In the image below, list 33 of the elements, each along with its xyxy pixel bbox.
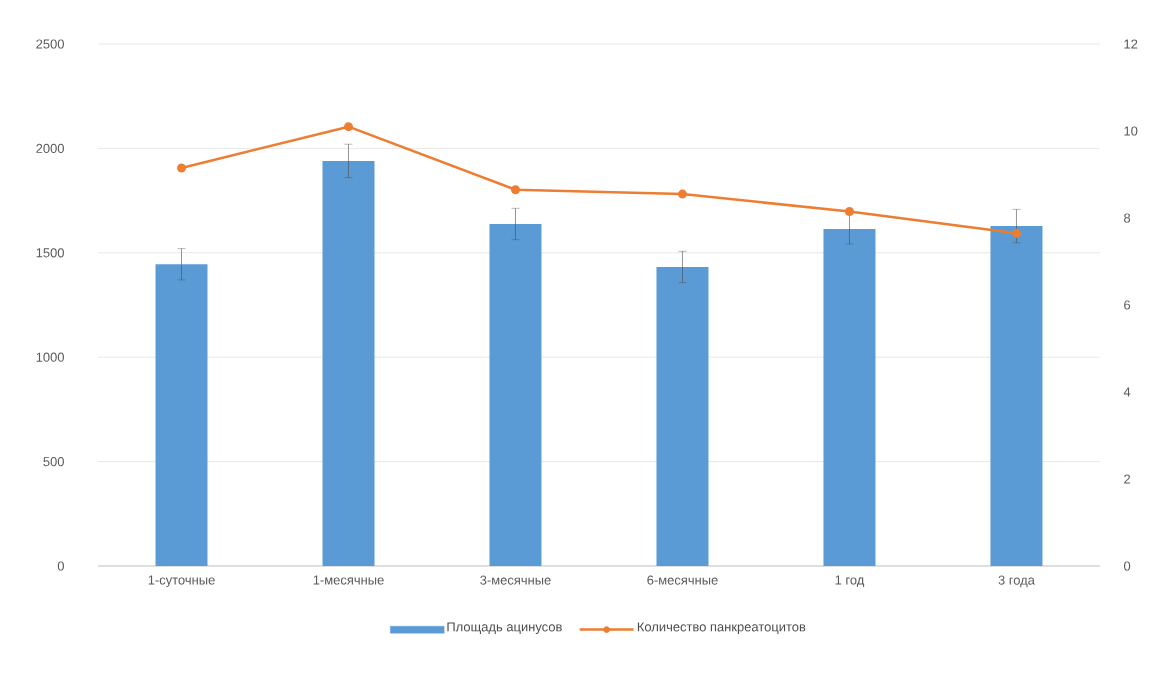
y2-tick-label: 4 [1123,387,1131,397]
y-tick-label: 2500 [36,39,64,49]
x-tick-label: 3 года [998,575,1035,588]
point [1011,228,1021,238]
point [677,189,687,199]
bar [990,226,1043,566]
point [511,185,520,195]
y2-tick-label: 2 [1124,474,1131,484]
point [844,206,854,216]
y2-tick-label: 0 [1123,561,1131,571]
y-tick-label: 2000 [36,143,64,153]
y2-tick-label: 10 [1124,126,1138,136]
x-tick-label: 6-месячные [647,575,718,585]
bar [322,160,375,566]
legend-label: Количество панкреатоцитов [637,622,806,634]
bar [489,223,542,566]
y-tick-label: 0 [57,561,64,571]
y2-tick-label: 6 [1124,300,1131,310]
x-tick-label: 1-месячные [313,575,384,585]
legend-label: Площадь ацинусов [447,622,562,634]
point [344,122,353,132]
y-tick-label: 1500 [36,248,64,258]
bar [656,266,709,566]
bar [823,228,876,566]
bar [155,264,208,566]
y-tick-label: 500 [43,457,64,467]
x-tick-label: 1 год [835,575,865,588]
y2-tick-label: 8 [1124,213,1131,223]
point [177,163,186,173]
x-tick-label: 1-суточные [148,575,215,588]
y-tick-label: 1000 [36,352,64,362]
x-tick-label: 3-месячные [480,575,551,585]
y2-tick-label: 12 [1124,39,1138,49]
